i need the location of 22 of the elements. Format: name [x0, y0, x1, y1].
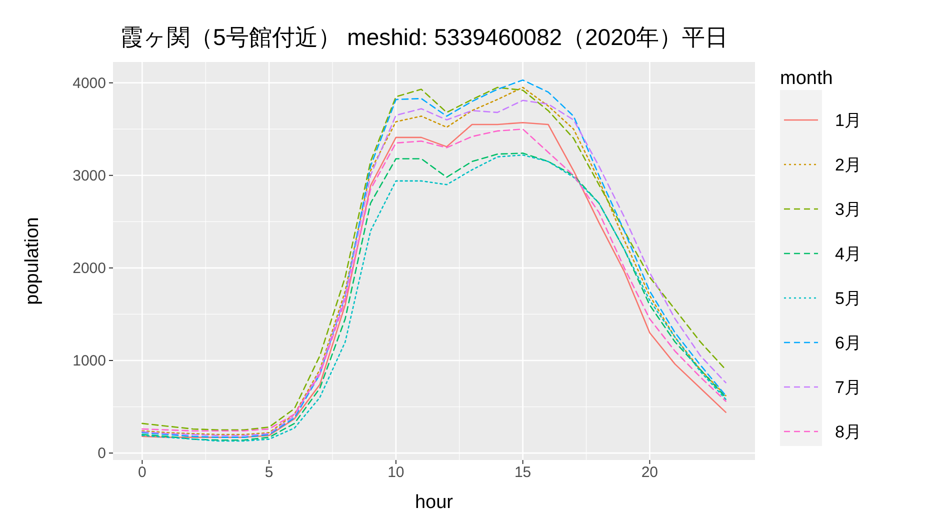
legend-label: 3月	[835, 200, 862, 219]
x-axis-title: hour	[414, 492, 454, 513]
y-tick-label: 3000	[72, 167, 106, 184]
legend-label: 1月	[835, 111, 862, 130]
x-tick-label: 0	[138, 464, 146, 481]
y-tick-label: 1000	[72, 352, 106, 370]
legend-label: 7月	[835, 378, 862, 397]
chart-title: 霞ヶ関（5号館付近） meshid: 5339460082（2020年）平日	[120, 24, 728, 50]
y-axis-title: population	[22, 217, 43, 305]
legend-label: 5月	[835, 289, 862, 308]
x-tick-label: 20	[641, 464, 658, 481]
x-tick-label: 5	[264, 464, 274, 481]
legend-title: month	[780, 68, 833, 89]
legend-label: 8月	[835, 422, 862, 442]
legend-label: 6月	[835, 334, 862, 352]
y-tick-label: 4000	[72, 74, 106, 92]
x-tick-label: 10	[388, 464, 404, 481]
y-tick-label: 0	[98, 445, 106, 462]
legend-label: 2月	[835, 156, 862, 174]
x-tick-label: 15	[514, 464, 532, 481]
legend-label: 4月	[835, 244, 862, 264]
y-tick-label: 2000	[72, 260, 106, 277]
